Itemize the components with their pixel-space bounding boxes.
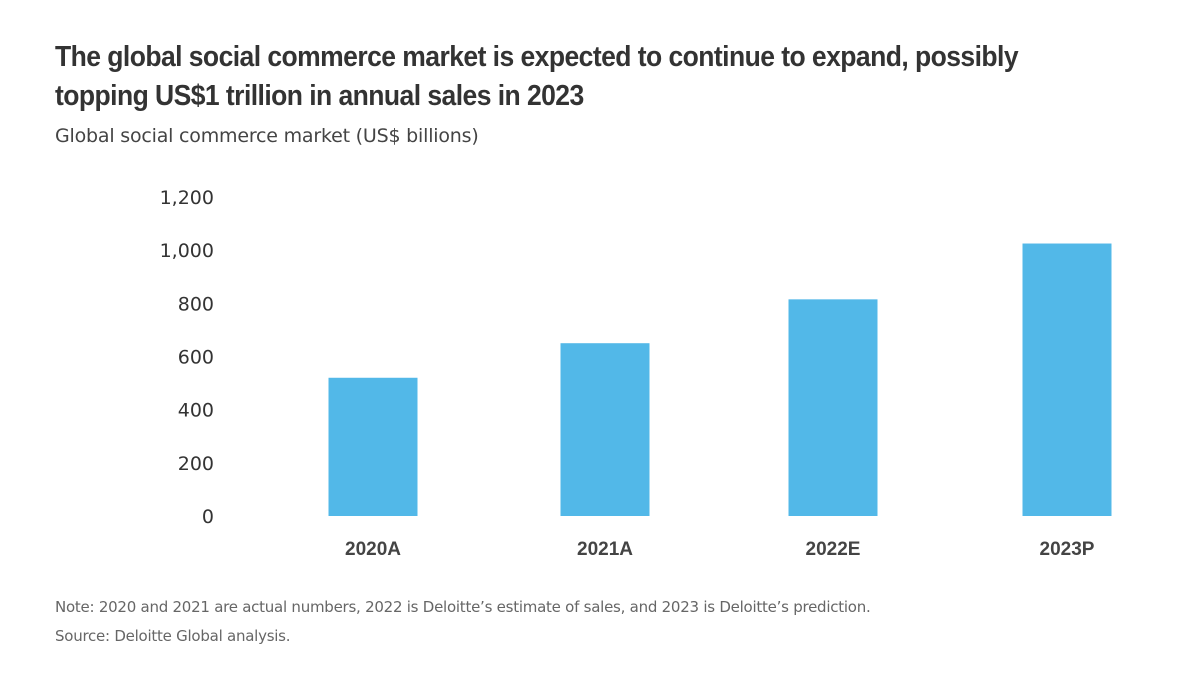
note-text: Note: 2020 and 2021 are actual numbers, … [55,598,871,616]
bar-2023P [1022,243,1112,517]
y-tick-label: 400 [178,400,214,422]
x-tick-label: 2021A [577,539,633,560]
source-text: Source: Deloitte Global analysis. [55,627,291,645]
x-tick-label: 2023P [1040,539,1095,560]
bar-2020A [328,377,418,516]
y-tick-label: 600 [178,347,214,369]
footnote: Note: 2020 and 2021 are actual numbers, … [55,593,871,651]
y-tick-label: 1,000 [160,240,214,262]
chart-title: The global social commerce market is exp… [55,41,1019,112]
x-axis-ticks: 2020A 2021A 2022E 2023P [345,539,1095,560]
y-tick-label: 200 [178,453,214,475]
y-tick-label: 1,200 [160,187,214,209]
chart-subtitle: Global social commerce market (US$ billi… [55,125,479,147]
x-tick-label: 2020A [345,539,401,560]
y-tick-label: 800 [178,293,214,315]
bar-2022E [788,299,878,516]
x-tick-label: 2022E [806,539,861,560]
bar-2021A [560,343,650,516]
bars [328,243,1112,517]
y-tick-label: 0 [202,506,214,528]
y-axis-ticks: 0 200 400 600 800 1,000 1,200 [160,187,214,528]
